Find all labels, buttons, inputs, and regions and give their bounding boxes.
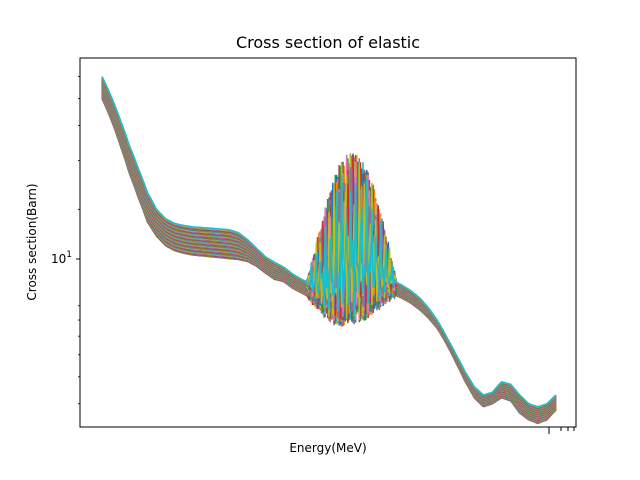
plot-area — [79, 57, 577, 428]
series-line — [101, 76, 557, 408]
x-axis-label: Energy(MeV) — [289, 441, 366, 455]
y-tick-base: 10 — [51, 252, 66, 266]
series-layer — [101, 76, 557, 424]
chart-title: Cross section of elastic — [236, 33, 420, 52]
y-minor-ticks — [78, 76, 80, 405]
y-axis-label: Cross section(Barn) — [25, 183, 39, 300]
y-tick-label: 101 — [51, 250, 72, 266]
x-axis — [548, 427, 575, 434]
y-axis: 101 — [51, 76, 80, 405]
y-tick-exponent: 1 — [66, 250, 72, 260]
plot-frame — [79, 57, 577, 428]
